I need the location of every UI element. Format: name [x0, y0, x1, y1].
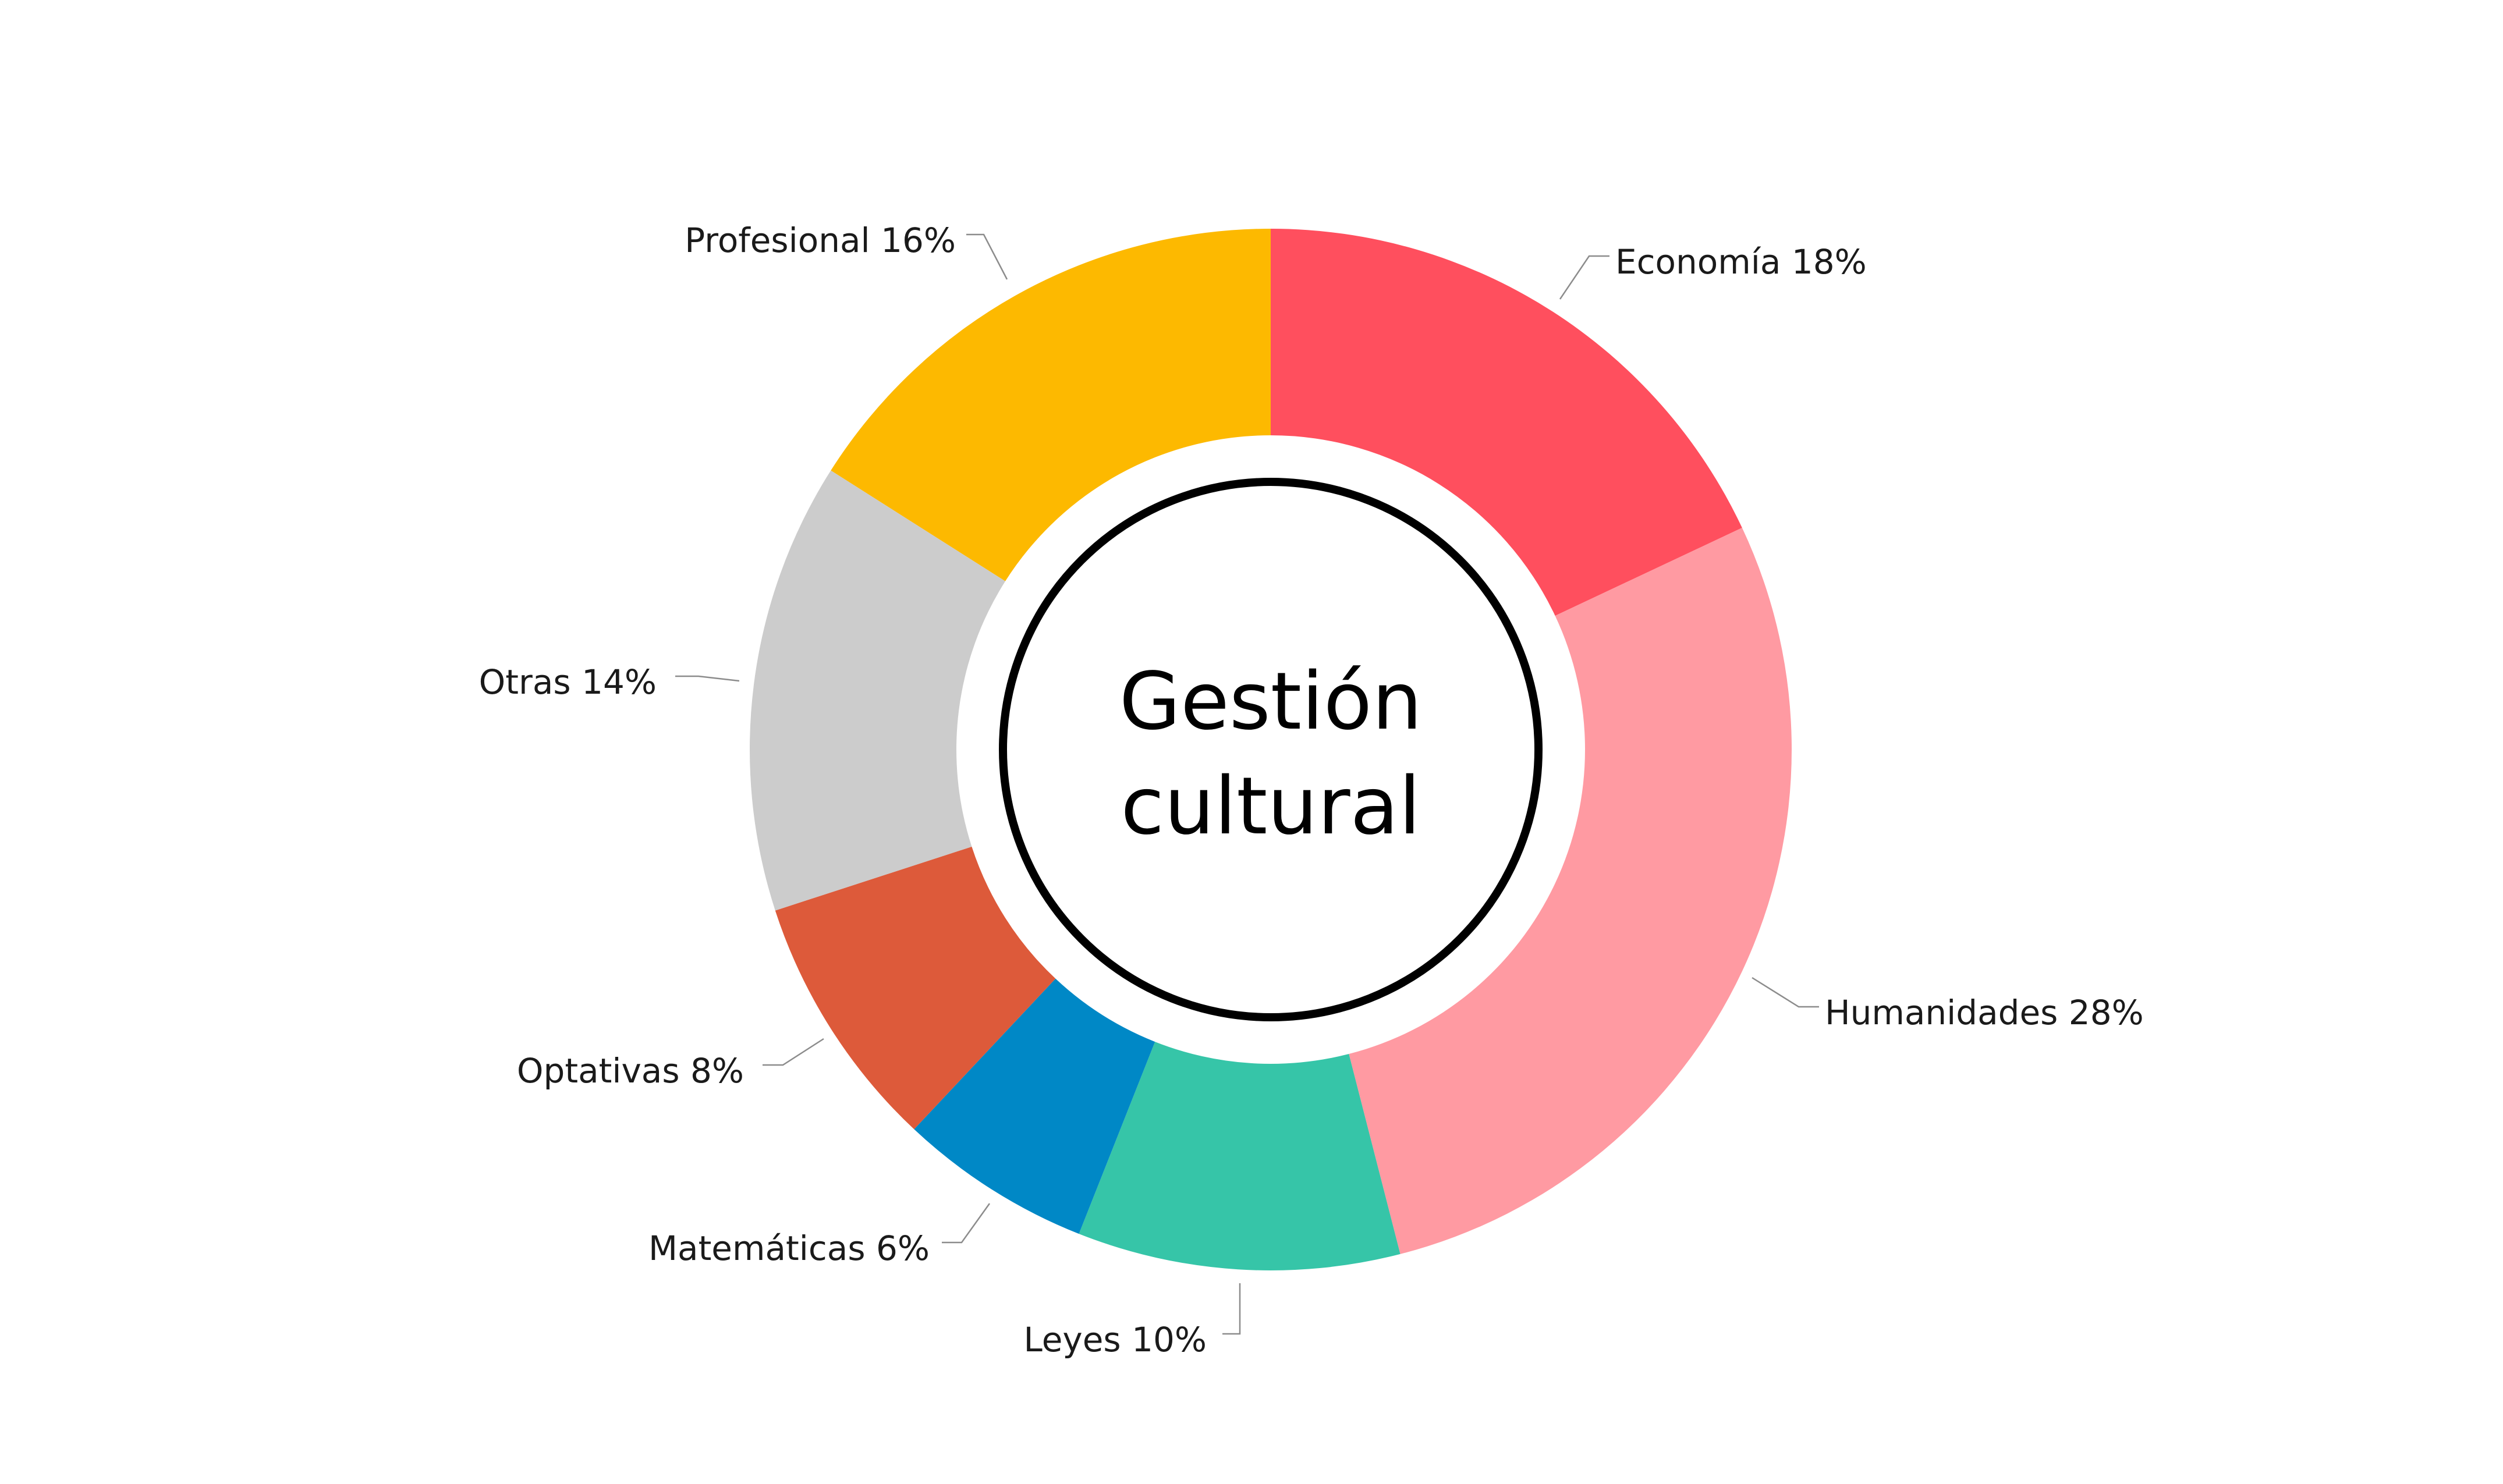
leader-line-otras	[675, 675, 740, 682]
leader-line-humanidades	[1752, 977, 1819, 1008]
slice-label-economia: Economía 18%	[1615, 242, 1867, 282]
slice-matematicas	[914, 978, 1155, 1234]
leader-line-matematicas	[942, 1203, 991, 1244]
center-circle	[999, 478, 1543, 1021]
slice-label-profesional: Profesional 16%	[685, 221, 956, 260]
slice-label-otras: Otras 14%	[479, 662, 657, 702]
slice-label-matematicas: Matemáticas 6%	[648, 1229, 930, 1268]
slice-label-optativas: Optativas 8%	[517, 1051, 744, 1091]
leader-line-economia	[1559, 255, 1609, 300]
slice-economia	[1271, 229, 1742, 616]
slice-humanidades	[1349, 527, 1792, 1254]
slice-label-leyes: Leyes 10%	[1023, 1320, 1207, 1359]
slice-labels: Economía 18% Humanidades 28% Leyes 10% Mate…	[479, 221, 2144, 1359]
donut-slices	[749, 228, 1792, 1270]
label-leader-lines	[675, 233, 1819, 1335]
leader-line-optativas	[763, 1038, 824, 1066]
slice-otras	[749, 470, 1006, 911]
leader-line-leyes	[1222, 1283, 1241, 1335]
center-title-line-1: Gestión	[1119, 656, 1422, 748]
slice-optativas	[775, 846, 1056, 1130]
center-title-line-2: cultural	[1121, 761, 1420, 853]
slice-leyes	[1079, 1042, 1401, 1270]
slice-label-humanidades: Humanidades 28%	[1825, 993, 2144, 1032]
leader-line-profesional	[966, 233, 1008, 280]
slice-profesional	[831, 228, 1271, 581]
